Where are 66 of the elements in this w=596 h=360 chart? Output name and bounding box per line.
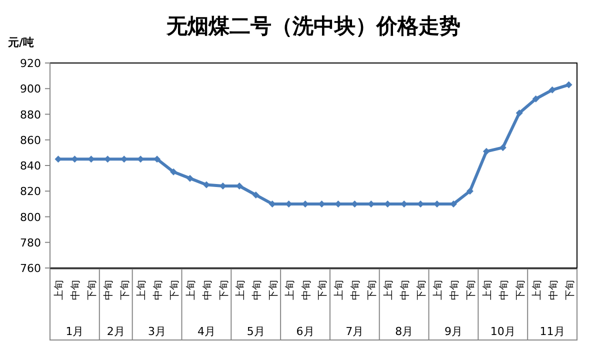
text: 2月 <box>106 325 125 338</box>
x-tick-label: 上旬 <box>136 280 148 300</box>
x-tick-label: 下旬 <box>218 280 230 300</box>
x-tick-label: 下旬 <box>267 280 280 300</box>
text: 6月 <box>296 325 314 338</box>
x-tick-label: 中旬 <box>102 280 115 300</box>
text: 8月 <box>395 325 414 338</box>
text: 7月 <box>346 325 364 338</box>
y-tick-label: 820 <box>20 185 41 198</box>
y-tick-label: 840 <box>20 160 41 172</box>
x-tick-label: 中旬 <box>250 280 263 300</box>
point <box>252 191 260 198</box>
y-tick-label: 760 <box>20 262 41 275</box>
x-tick-label: 上旬 <box>481 280 494 300</box>
point <box>565 81 572 88</box>
x-tick-label: 下旬 <box>119 280 132 300</box>
x-tick-label: 上旬 <box>234 280 246 300</box>
x-tick-label: 中旬 <box>399 280 412 300</box>
x-tick-label: 下旬 <box>416 280 428 300</box>
text: 10月 <box>490 325 516 338</box>
x-tick-label: 上旬 <box>432 280 444 300</box>
x-tick-label: 上旬 <box>184 280 197 300</box>
text: 4月 <box>197 325 216 338</box>
x-tick-label: 下旬 <box>366 280 378 300</box>
point <box>482 148 490 155</box>
x-tick-label: 上旬 <box>382 280 395 300</box>
y-tick-label: 920 <box>20 57 41 70</box>
x-tick-label: 下旬 <box>464 280 477 300</box>
x-tick-label: 上旬 <box>53 280 66 300</box>
x-tick-label: 下旬 <box>514 280 526 300</box>
y-tick-label: 780 <box>20 236 41 250</box>
x-tick-label: 上旬 <box>333 280 346 300</box>
text: 9月 <box>444 325 462 338</box>
chart-title: 无烟煤二号（洗中块）价格走势 <box>166 13 460 38</box>
y-tick-label: 900 <box>20 82 41 96</box>
x-tick-label: 中旬 <box>498 280 510 300</box>
point <box>186 174 194 182</box>
x-tick-label: 中旬 <box>350 280 362 300</box>
point <box>548 86 556 94</box>
y-tick-label: 880 <box>20 108 41 122</box>
text: 5月 <box>246 325 265 338</box>
point <box>516 109 523 116</box>
y-axis-title: 元/吨 <box>7 36 34 49</box>
text: 11月 <box>540 325 565 338</box>
x-tick-label: 下旬 <box>316 280 329 300</box>
x-tick-label: 上旬 <box>530 280 543 300</box>
point <box>202 181 210 188</box>
x-tick-label: 上旬 <box>284 280 296 300</box>
x-tick-label: 中旬 <box>70 280 82 300</box>
point <box>154 156 161 163</box>
point <box>170 168 178 176</box>
x-tick-label: 中旬 <box>448 280 460 300</box>
x-tick-label: 中旬 <box>152 280 164 300</box>
point <box>466 188 474 195</box>
x-tick-label: 中旬 <box>547 280 560 300</box>
x-tick-label: 中旬 <box>201 280 214 300</box>
y-tick-label: 860 <box>20 134 41 147</box>
point <box>499 144 506 152</box>
point <box>532 95 540 102</box>
text: 1月 <box>66 325 84 338</box>
x-tick-label: 下旬 <box>86 280 98 300</box>
x-tick-label: 下旬 <box>168 280 181 300</box>
x-tick-label: 中旬 <box>300 280 312 300</box>
text: 3月 <box>148 325 166 338</box>
y-tick-label: 800 <box>20 210 41 224</box>
x-tick-label: 下旬 <box>564 280 576 300</box>
